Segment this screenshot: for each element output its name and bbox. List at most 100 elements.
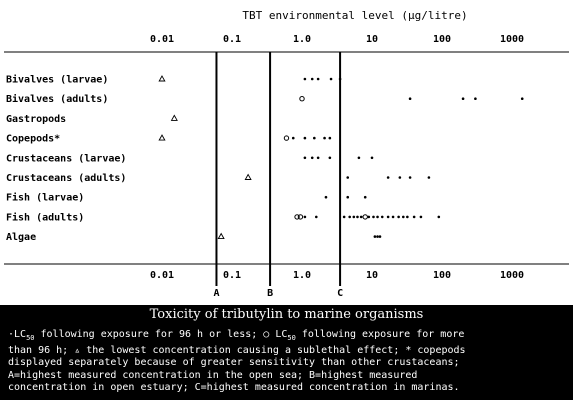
category-label: Crustaceans (adults) [6, 173, 126, 184]
reference-label-c: C [337, 288, 343, 299]
caption-l1d: 50 [287, 334, 296, 342]
dot-marker [373, 235, 377, 238]
dot-marker [314, 215, 318, 219]
x-tick-label-bottom: 0.01 [150, 270, 174, 281]
dot-marker [412, 215, 416, 219]
open-circle-marker [297, 214, 304, 220]
tick-labels-bottom: 0.01 0.1 1.0 10 100 1000 [150, 270, 524, 281]
dot-marker [316, 77, 320, 81]
dot-marker [324, 195, 328, 199]
caption-line-1: ·LC50 following exposure for 96 h or les… [8, 329, 568, 345]
x-tick-label-top: 0.01 [150, 34, 174, 45]
open-circle-marker [283, 135, 290, 141]
dot-marker [408, 176, 412, 179]
category-labels: Bivalves (larvae) Bivalves (adults) Gastro… [6, 74, 126, 244]
dot-marker [291, 136, 295, 140]
open-circle-marker [299, 96, 305, 102]
dot-marker [323, 136, 326, 140]
caption-line-4: A=highest measured concentration in the … [8, 369, 418, 381]
dot-marker [367, 215, 371, 219]
dot-marker [378, 235, 382, 238]
dot-marker [427, 176, 431, 179]
dot-marker [376, 215, 379, 219]
caption-l1b: 50 [26, 334, 35, 342]
category-label: Algae [6, 232, 36, 243]
dot-marker [398, 176, 402, 179]
x-tick-label-top: 0.1 [223, 34, 241, 45]
data-markers [158, 75, 524, 240]
x-tick-label-bottom: 0.1 [223, 270, 241, 281]
dot-marker [391, 215, 395, 219]
dot-marker [303, 136, 307, 140]
category-label: Gastropods [6, 114, 66, 125]
open-circle-marker [362, 214, 368, 220]
reference-label-a: A [213, 288, 219, 299]
dot-marker [376, 235, 379, 238]
dot-marker [338, 77, 342, 81]
triangle-marker [158, 134, 166, 141]
x-tick-label-top: 10 [366, 34, 378, 45]
dot-marker [474, 97, 477, 100]
x-tick-label-top: 100 [433, 34, 451, 45]
x-tick-label-bottom: 10 [366, 270, 378, 281]
triangle-marker [170, 114, 178, 121]
dot-marker [342, 215, 346, 219]
reference-label-b: B [267, 288, 273, 299]
x-tick-label-bottom: 100 [433, 270, 451, 281]
tick-labels-top: 0.01 0.1 1.0 10 100 1000 [150, 34, 524, 45]
dot-marker [380, 215, 384, 219]
x-tick-label-top: 1.0 [293, 34, 311, 45]
dot-marker [406, 215, 409, 219]
triangle-marker [158, 75, 166, 82]
x-tick-label-bottom: 1.0 [293, 270, 311, 281]
dot-marker [419, 215, 423, 219]
dot-marker [352, 215, 356, 219]
dot-marker [386, 215, 390, 219]
dot-marker [348, 215, 351, 219]
caption-notes: ·LC50 following exposure for 96 h or les… [8, 329, 568, 395]
caption-box: Toxicity of tributylin to marine organis… [0, 305, 573, 400]
dot-marker [386, 176, 390, 179]
dot-marker [461, 97, 465, 100]
category-label: Crustaceans (larvae) [6, 153, 126, 164]
caption-line-5: concentration in open estuary; C=highest… [8, 382, 460, 393]
dot-marker [310, 156, 314, 160]
dot-marker [357, 156, 361, 160]
caption-line-3: displayed separately because of greater … [8, 357, 460, 368]
caption-l1a: ·LC [8, 329, 27, 340]
dot-marker [356, 215, 359, 219]
category-label: Copepods* [6, 134, 60, 145]
dot-marker [408, 97, 412, 100]
category-label: Fish (adults) [6, 211, 84, 223]
dot-marker [346, 195, 350, 199]
chart-area: TBT environmental level (µg/litre) 0.01 0… [4, 9, 569, 299]
dot-marker [316, 156, 320, 160]
dot-marker [372, 215, 375, 219]
x-tick-label-bottom: 1000 [500, 270, 524, 281]
dot-marker [346, 176, 350, 179]
dot-marker [402, 215, 405, 219]
triangle-marker [217, 232, 225, 240]
triangle-marker [244, 173, 252, 180]
dot-marker [303, 215, 307, 219]
dot-marker [397, 215, 400, 219]
dot-marker [520, 97, 524, 100]
dot-marker [370, 156, 374, 160]
dot-marker [329, 77, 333, 81]
dot-marker [359, 215, 363, 219]
chart-svg: TBT environmental level (µg/litre) 0.01 0… [4, 9, 569, 299]
caption-l1c: following exposure for 96 h or less; ○ L… [34, 329, 288, 340]
dot-marker [363, 195, 367, 199]
dot-marker [310, 77, 314, 81]
category-label: Fish (larvae) [6, 192, 84, 204]
dot-marker [328, 136, 332, 140]
dot-marker [303, 77, 307, 81]
dot-marker [328, 156, 332, 160]
dot-marker [437, 215, 441, 219]
caption-title: Toxicity of tributylin to marine organis… [149, 307, 424, 322]
open-circle-marker [294, 214, 300, 220]
caption-line-2: than 96 h; ▵ the lowest concentration ca… [8, 344, 466, 356]
category-label: Bivalves (adults) [6, 93, 108, 105]
caption-l1e: following exposure for more [295, 329, 465, 340]
chart-title: TBT environmental level (µg/litre) [242, 9, 467, 22]
